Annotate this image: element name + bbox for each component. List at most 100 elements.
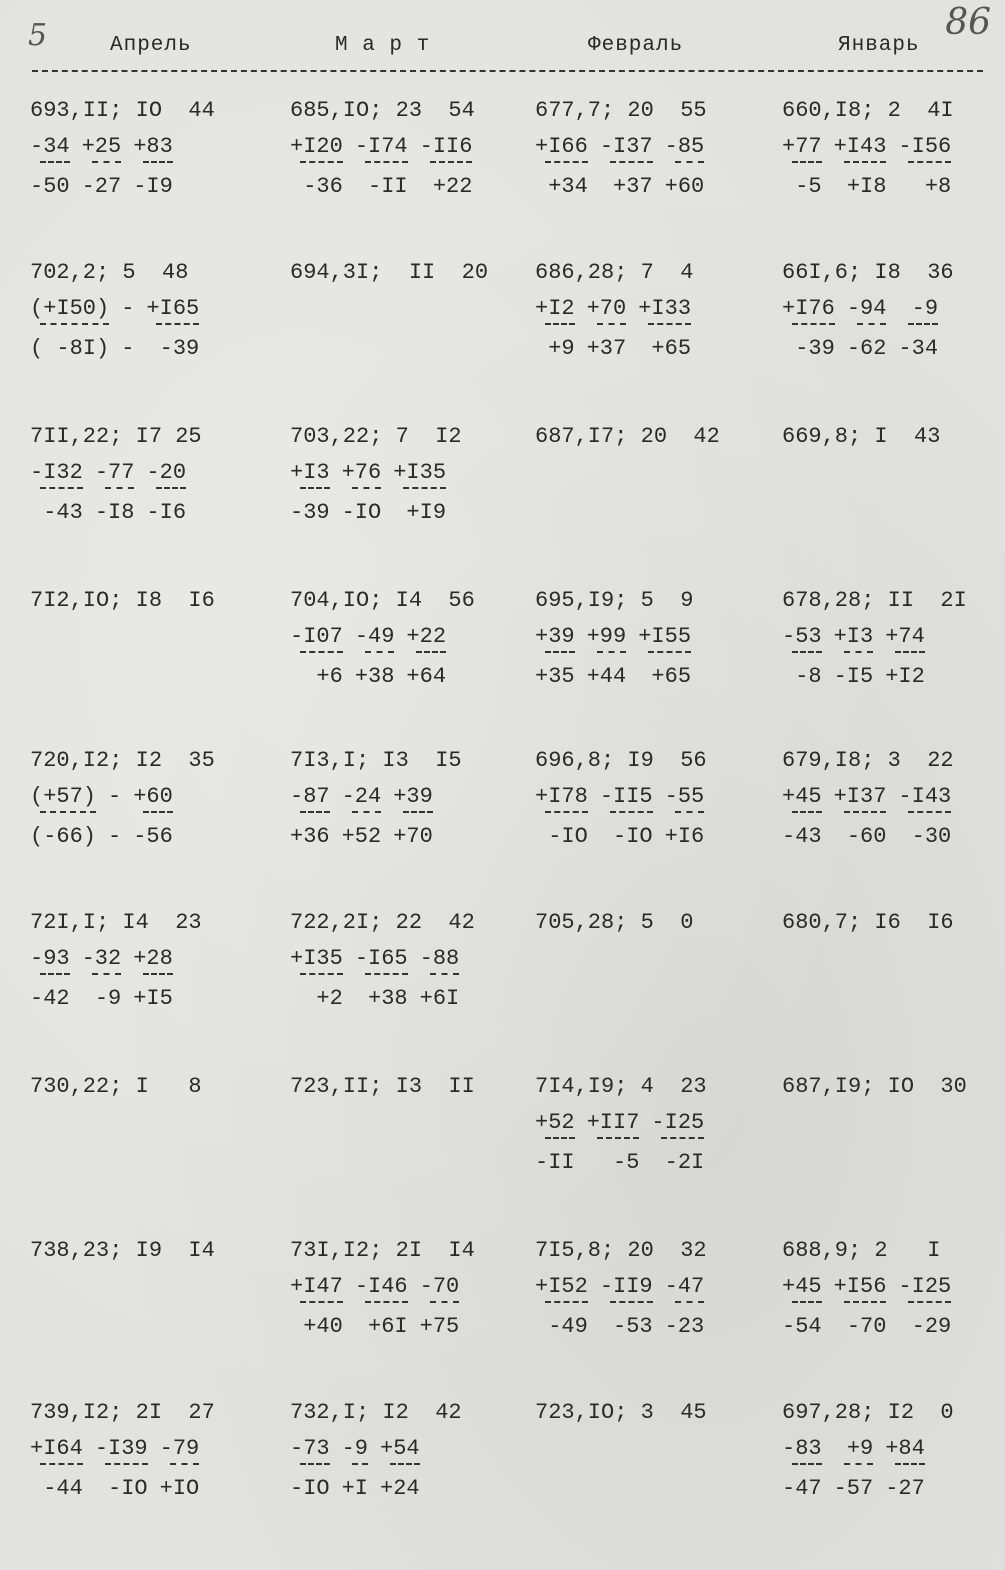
fraction-numerator: (+57) [30,784,97,809]
folio-number: 86 [945,2,991,43]
entry-january: 669,8; I 43 [782,426,940,448]
fraction-group: -93 -42 -32 -9 +28 +I5 [30,948,202,1010]
fraction: +45 -54 [782,1276,822,1338]
fraction-bar [895,1463,925,1475]
entry-march: 73I,I2; 2I I4 +I47 +40 -I46 +6I -70 +75 [290,1240,475,1338]
fraction-numerator: +9 [846,1436,874,1461]
fraction-numerator: +I35 [290,946,343,971]
month-header-april: Апрель [110,34,192,57]
fraction: +I2 +9 [535,298,575,360]
fraction-denominator: -I5 [833,664,874,689]
fraction-numerator: -9 [911,296,939,321]
entry-april: 720,I2; I2 35 (+57) (-66) - - +60 -56 [30,750,215,848]
entry-january: 678,28; II 2I -53 -8 +I3 -I5 +74 +I2 [782,590,967,688]
fraction: -34 -50 [30,136,70,198]
fraction-denominator: -50 [30,174,70,199]
fraction-bar [661,1137,705,1149]
fraction-numerator: - [121,296,135,321]
fraction-denominator: +I5 [133,986,173,1011]
entry-march: 694,3I; II 20 [290,262,488,284]
fraction-bar [300,973,343,985]
fraction-numerator: +I52 [535,1274,588,1299]
fraction-numerator: -77 [94,460,135,485]
entry-title: 695,I9; 5 9 [535,588,694,613]
entry-title: 704,IO; I4 56 [290,588,475,613]
entry-february: 696,8; I9 56 +I78 -IO -II5 -IO -55 +I6 [535,750,707,848]
fraction: -I65 +38 [355,948,408,1010]
fraction-numerator: -88 [419,946,460,971]
entry-title: 678,28; II 2I [782,588,967,613]
fraction-numerator: +I47 [290,1274,343,1299]
fraction-numerator: +25 [81,134,122,159]
fraction-bar [674,1301,705,1313]
fraction-numerator: +I55 [638,624,692,649]
fraction: (+57) (-66) [30,784,97,848]
fraction: +99 +44 [587,626,627,688]
entry-title: 723,II; I3 II [290,1074,475,1099]
fraction-denominator: - [108,824,122,849]
entry-title: 66I,6; I8 36 [782,260,954,285]
fraction-denominator: +65 [651,664,692,689]
fraction-denominator: +38 [354,664,395,689]
fraction-denominator: -70 [846,1314,887,1339]
fraction-group: +77 -5 +I43 +I8 -I56 +8 [782,136,954,198]
fraction-group: -34 -50 +25 -27 +83 -I9 [30,136,215,198]
fraction-denominator: +35 [535,664,575,689]
fraction-numerator: -I46 [354,1274,408,1299]
fraction-bar [104,1463,148,1475]
fraction-numerator: -I43 [898,784,952,809]
fraction-denominator: -44 [43,1476,83,1501]
fraction-bar [364,1301,408,1313]
fraction-bar [143,161,173,173]
fraction-bar [390,1463,420,1475]
fraction: +60 -56 [133,786,173,848]
fraction-numerator: -24 [341,784,382,809]
fraction-denominator: +2 [316,986,343,1011]
fraction-numerator: -I74 [354,134,408,159]
fraction-numerator: -83 [782,1436,822,1461]
fraction: -94 -62 [847,298,887,360]
fraction-denominator: -62 [846,336,887,361]
fraction-bar [351,487,382,499]
fraction-denominator: +6I [368,1314,408,1339]
fraction-group: +I66 +34 -I37 +37 -85 +60 [535,136,707,198]
fraction-numerator: +39 [393,784,433,809]
fraction-bar [609,811,653,823]
fraction: +I43 +I8 [834,136,887,198]
fraction-bar [143,811,173,823]
fraction-denominator: +I [341,1476,369,1501]
fraction-denominator: -43 [43,500,83,525]
fraction-bar [300,1463,330,1475]
fraction-numerator: -I25 [898,1274,952,1299]
fraction-bar [300,811,330,823]
fraction-numerator: +28 [133,946,173,971]
entry-february: 723,IO; 3 45 [535,1402,707,1424]
entry-title: 703,22; 7 I2 [290,424,462,449]
fraction-denominator: +8 [924,174,952,199]
fraction: -I56 +8 [898,136,952,199]
entry-title: 685,IO; 23 54 [290,98,475,123]
fraction-numerator: -II5 [599,784,653,809]
fraction-group: +52 -II +II7 -5 -I25 -2I [535,1112,707,1174]
entry-april: 72I,I; I4 23 -93 -42 -32 -9 +28 +I5 [30,912,202,1010]
fraction-numerator: +I33 [638,296,692,321]
fraction: -85 +60 [665,136,705,198]
fraction-bar [843,1301,887,1313]
fraction-denominator: -IO [548,824,588,849]
month-header-february: Февраль [588,34,684,57]
entry-march: 704,IO; I4 56 -I07 +6 -49 +38 +22 +64 [290,590,475,688]
fraction-group: (+57) (-66) - - +60 -56 [30,786,215,848]
entry-april: 730,22; I 8 [30,1076,202,1098]
fraction-bar [843,1463,874,1475]
fraction-bar [156,487,187,499]
fraction-denominator: +I6 [664,824,705,849]
fraction-bar [104,487,135,499]
fraction-denominator: -8 [795,664,822,689]
fraction-denominator: -2I [664,1150,705,1175]
fraction-numerator: +I20 [290,134,343,159]
fraction-bar [545,1137,575,1149]
fraction: -93 -42 [30,948,70,1010]
fraction-bar [91,161,122,173]
fraction-denominator: -39 [159,336,200,361]
fraction-numerator: +70 [586,296,627,321]
